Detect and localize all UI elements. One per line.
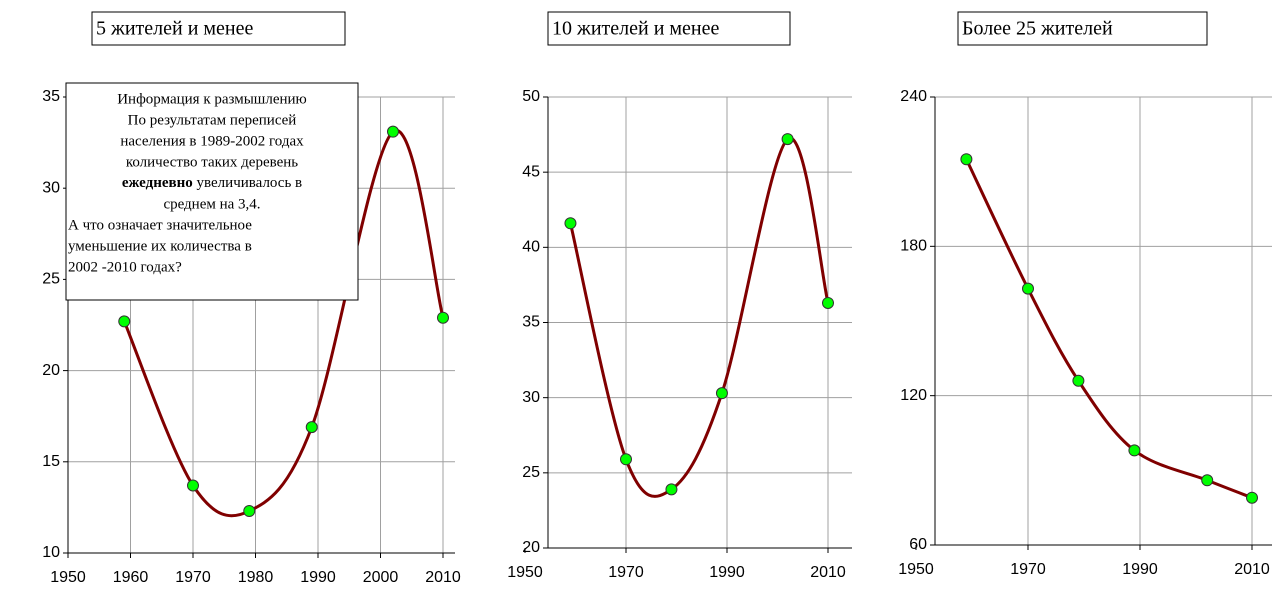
title-box — [547, 11, 791, 46]
data-point — [118, 315, 131, 328]
y-tick-label: 35 — [522, 314, 540, 331]
annotation-line: ежедневно увеличивалось в — [122, 175, 302, 191]
x-tick-label: 1950 — [50, 569, 86, 586]
data-point — [1022, 282, 1034, 295]
annotation-line: количество таких деревень — [126, 154, 298, 170]
data-point — [305, 421, 318, 434]
data-point — [620, 453, 632, 466]
trend-line — [568, 136, 830, 498]
y-tick-label: 35 — [42, 88, 60, 105]
y-tick-label: 20 — [522, 539, 540, 556]
x-tick-label: 1970 — [1010, 561, 1046, 578]
annotation-line: По результатам переписей — [128, 112, 297, 128]
x-tick-label: 1990 — [709, 564, 745, 581]
annotation-text: ежедневно — [122, 175, 193, 191]
data-point — [1128, 444, 1141, 457]
y-tick-label: 180 — [900, 238, 927, 255]
chart-title: Более 25 жителей — [962, 18, 1113, 40]
y-tick-label: 25 — [522, 464, 540, 481]
data-point — [187, 479, 199, 492]
data-point — [437, 311, 449, 324]
y-tick-label: 20 — [42, 362, 60, 379]
annotation-text: увеличивалось в — [193, 175, 302, 191]
data-point — [1201, 474, 1214, 487]
annotation-line: Информация к размышлению — [117, 91, 307, 107]
y-tick-label: 10 — [42, 544, 60, 561]
chart-title: 5 жителей и менее — [96, 18, 254, 40]
plot-area — [935, 97, 1272, 545]
annotation-line: А что означает значительное — [68, 217, 252, 233]
data-point — [960, 153, 973, 166]
data-point — [715, 387, 728, 400]
y-tick-label: 240 — [900, 88, 927, 105]
annotation-line: населения в 1989-2002 годах — [120, 133, 304, 149]
x-tick-label: 2010 — [810, 564, 846, 581]
y-tick-label: 45 — [522, 163, 540, 180]
x-tick-label: 1950 — [507, 564, 543, 581]
annotation-line: 2002 -2010 годах? — [68, 259, 182, 275]
title-box — [957, 11, 1208, 46]
y-tick-label: 25 — [42, 271, 60, 288]
y-tick-label: 40 — [522, 239, 540, 256]
x-tick-label: 1970 — [175, 569, 211, 586]
y-tick-label: 30 — [522, 389, 540, 406]
data-point — [1246, 491, 1258, 504]
data-point — [387, 125, 399, 138]
y-tick-label: 50 — [522, 88, 540, 105]
y-tick-label: 30 — [42, 179, 60, 196]
y-tick-label: 60 — [909, 536, 927, 553]
data-point — [564, 217, 577, 230]
data-point — [1072, 374, 1085, 387]
data-point — [665, 483, 678, 496]
x-tick-label: 1960 — [113, 569, 149, 586]
data-point — [243, 505, 256, 518]
chart-title: 10 жителей и менее — [552, 18, 720, 40]
annotation-line: среднем на 3,4. — [163, 196, 260, 212]
title-box — [91, 11, 346, 46]
x-tick-label: 1970 — [608, 564, 644, 581]
x-tick-label: 1990 — [1122, 561, 1158, 578]
x-tick-label: 2000 — [363, 569, 399, 586]
data-point — [822, 296, 834, 309]
annotation-box — [65, 82, 359, 301]
y-tick-label: 120 — [900, 387, 927, 404]
x-tick-label: 2010 — [1234, 561, 1270, 578]
x-tick-label: 1990 — [300, 569, 336, 586]
x-tick-label: 1950 — [898, 561, 934, 578]
y-tick-label: 15 — [42, 453, 60, 470]
data-point — [781, 133, 794, 146]
x-tick-label: 1980 — [238, 569, 274, 586]
x-tick-label: 2010 — [425, 569, 461, 586]
annotation-line: уменьшение их количества в — [68, 238, 252, 254]
